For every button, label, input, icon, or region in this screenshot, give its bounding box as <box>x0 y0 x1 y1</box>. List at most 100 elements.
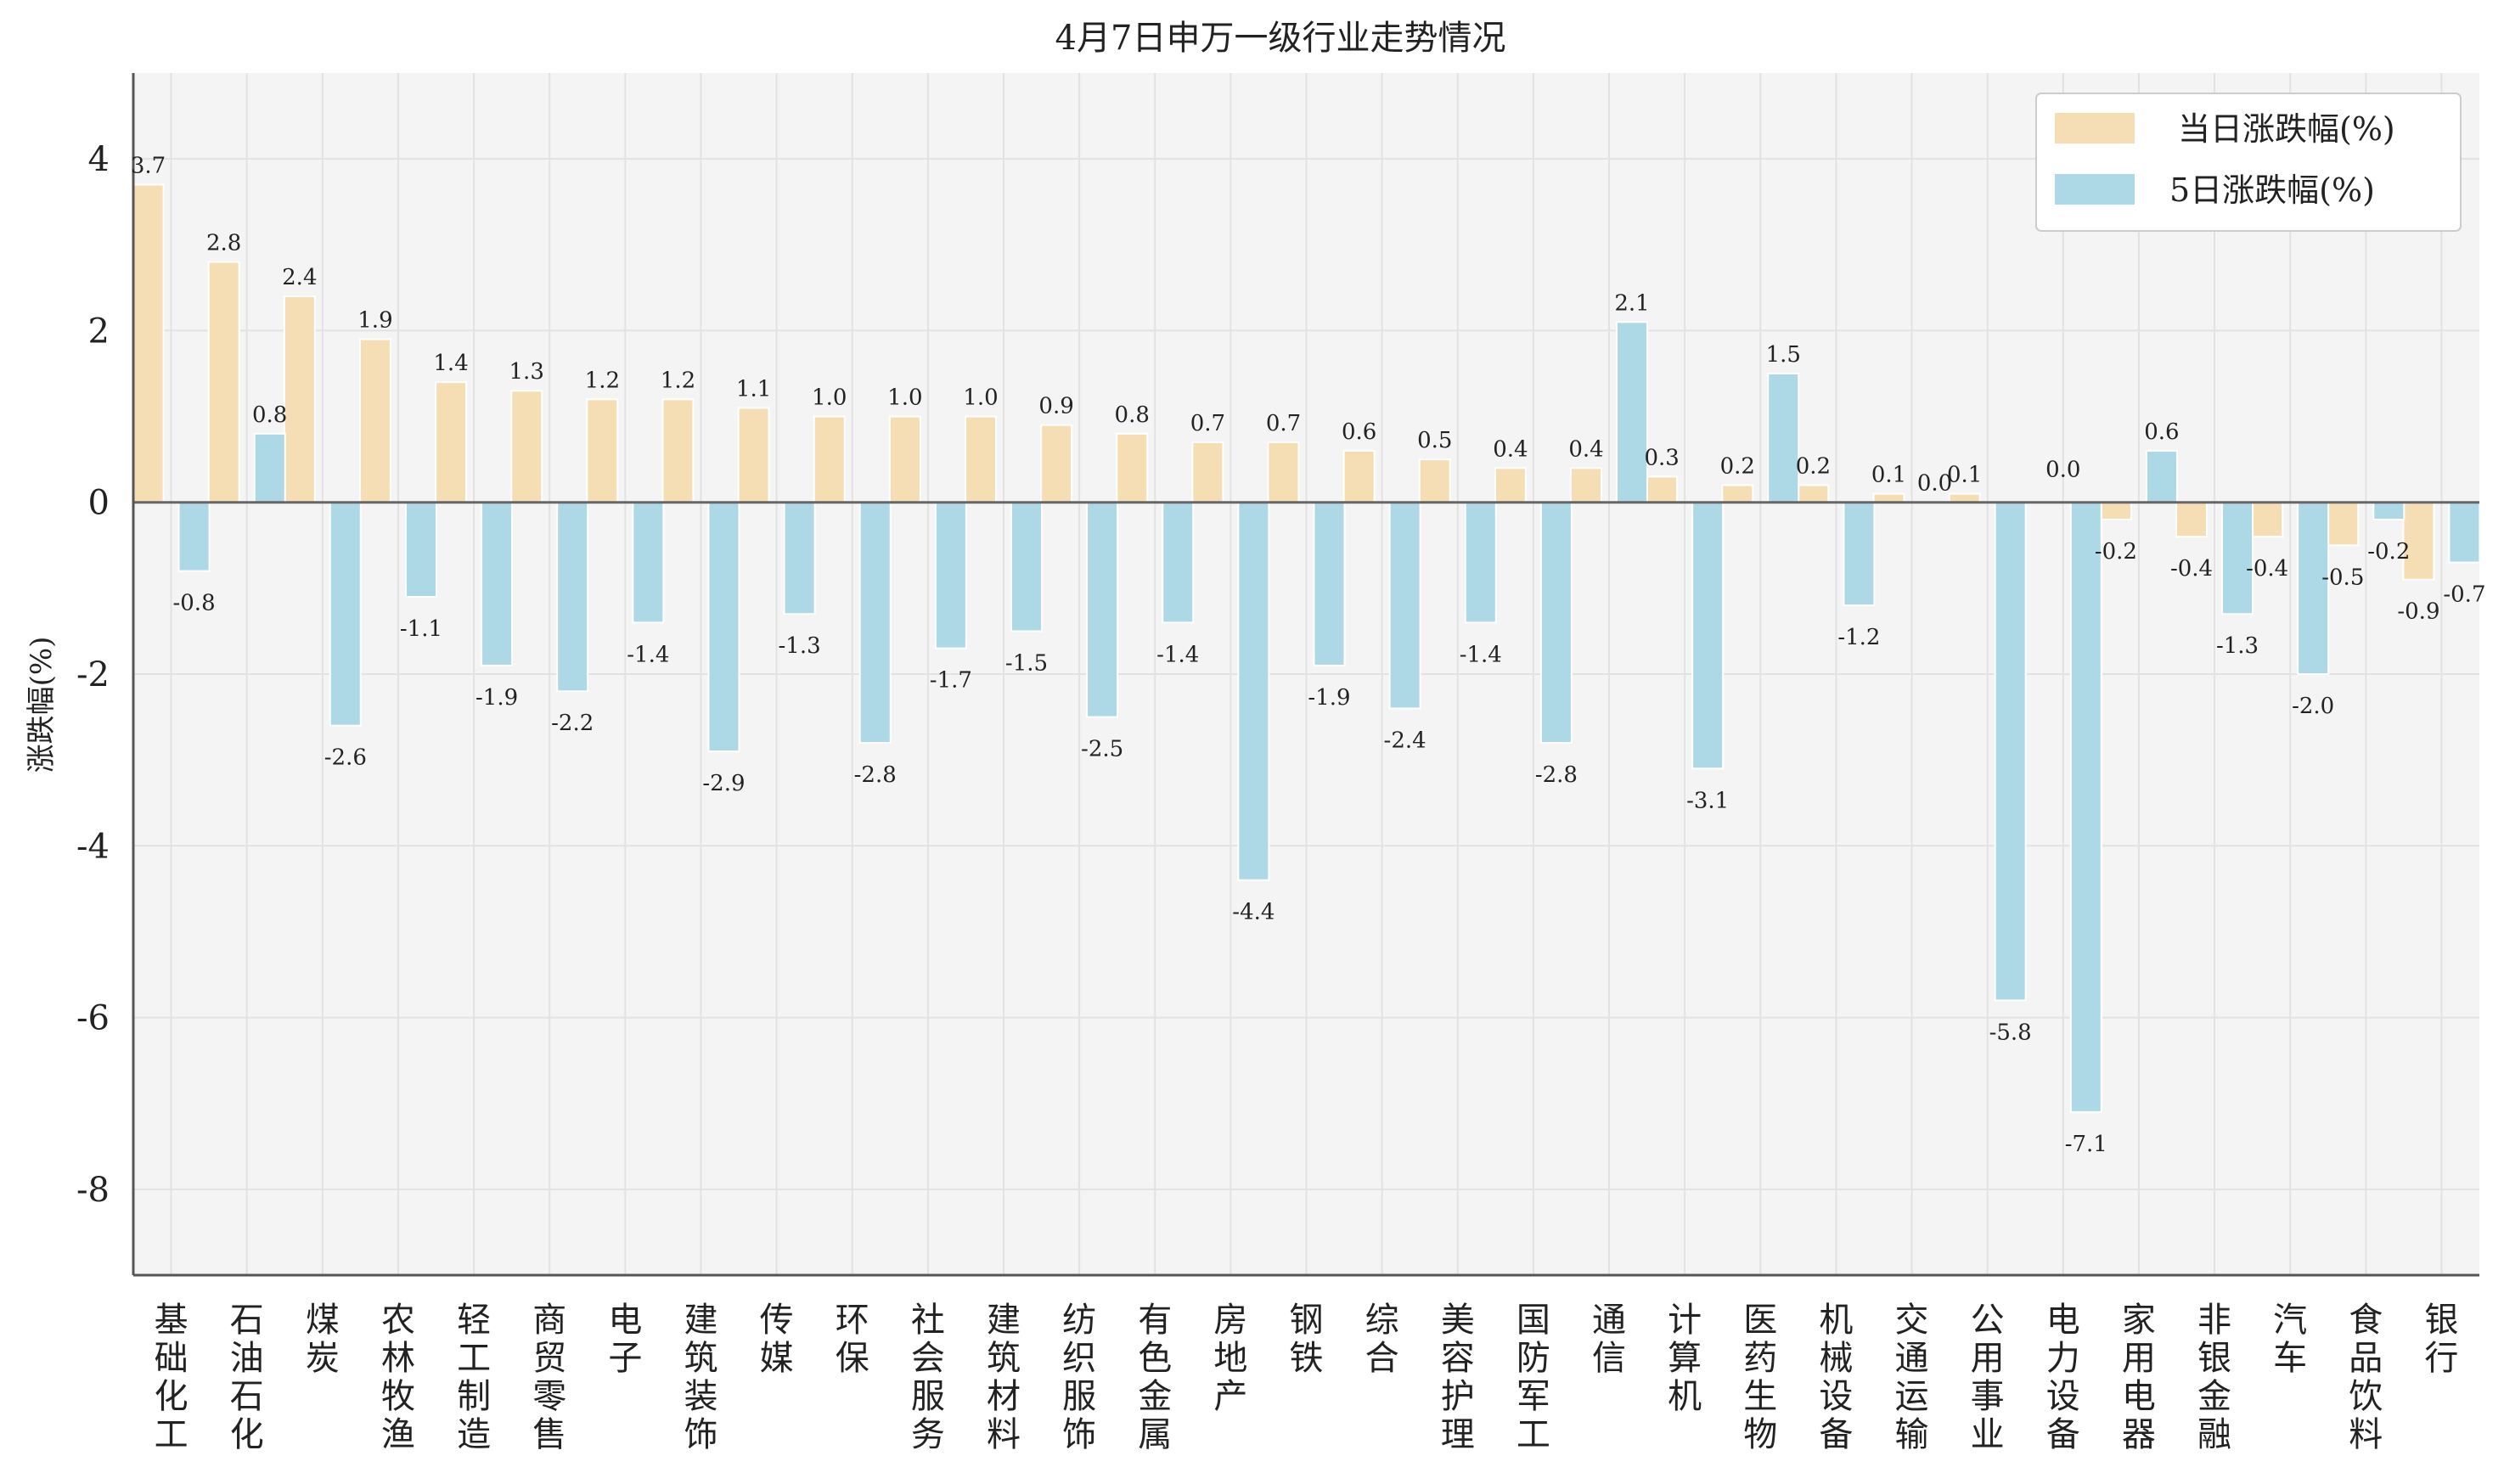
data-label: 2.8 <box>206 231 241 256</box>
x-tick-label: 交通运输 <box>1895 1301 1929 1454</box>
data-label: -1.4 <box>1460 642 1502 667</box>
bar-5day <box>1616 321 1649 503</box>
y-tick-label: -4 <box>76 827 110 866</box>
bar-5day <box>1464 501 1497 624</box>
data-label: -0.4 <box>2170 556 2213 582</box>
data-label: 0.1 <box>1947 463 1982 488</box>
legend-box <box>2035 93 2462 232</box>
data-label: 0.2 <box>1720 453 1755 479</box>
x-tick-label: 电力设备 <box>2046 1301 2080 1454</box>
legend: 当日涨跌幅(%) 5日涨跌幅(%) <box>2035 93 2462 232</box>
data-label: -0.9 <box>2397 599 2439 625</box>
x-tick-label: 国防军工 <box>1516 1301 1550 1454</box>
legend-label-daily: 当日涨跌幅(%) <box>2178 110 2395 148</box>
data-label: -3.1 <box>1686 788 1729 813</box>
bar-5day <box>632 501 665 624</box>
bar-daily <box>1116 432 1149 503</box>
bar-5day <box>481 501 514 666</box>
x-tick-label: 通信 <box>1592 1301 1626 1378</box>
data-label: 1.1 <box>736 376 771 402</box>
x-tick-label: 建筑装饰 <box>684 1301 717 1454</box>
data-label: -0.5 <box>2321 565 2364 590</box>
x-tick-label: 石油石化 <box>230 1301 264 1454</box>
y-axis-label: 涨跌幅(%) <box>25 637 59 773</box>
y-tick-label: 0 <box>88 484 110 523</box>
bar-daily <box>813 415 846 503</box>
x-tick-label: 美容护理 <box>1441 1301 1475 1454</box>
data-label: 1.2 <box>585 368 620 393</box>
bar-5day <box>2069 501 2102 1113</box>
x-tick-label: 纺织服饰 <box>1062 1301 1096 1454</box>
data-label: -1.2 <box>1837 625 1880 650</box>
bar-daily <box>586 398 619 503</box>
bar-daily <box>1721 484 1754 503</box>
x-tick-label: 有色金属 <box>1138 1301 1172 1454</box>
data-label: 0.7 <box>1266 411 1301 436</box>
bar-5day <box>783 501 816 616</box>
bar-daily <box>1040 424 1073 503</box>
data-label: 1.0 <box>963 385 998 411</box>
data-label: 1.9 <box>357 308 392 334</box>
bar-daily <box>1948 492 1981 503</box>
data-label: -2.6 <box>324 745 367 771</box>
bar-daily <box>1646 475 1679 503</box>
bar-daily <box>1191 441 1224 503</box>
x-tick-label: 综合 <box>1365 1301 1399 1378</box>
chart-title: 4月7日申万一级行业走势情况 <box>1055 19 1506 58</box>
data-label: 1.0 <box>887 385 922 411</box>
data-label: 0.1 <box>1871 463 1906 488</box>
bar-daily <box>888 415 921 503</box>
legend-label-5day: 5日涨跌幅(%) <box>2169 171 2375 209</box>
data-label: 1.3 <box>509 359 544 385</box>
x-tick-label: 环保 <box>836 1301 869 1378</box>
bar-5day <box>2372 501 2406 520</box>
bar-5day <box>707 501 740 753</box>
x-tick-label: 电子 <box>608 1301 642 1378</box>
bar-5day <box>2297 501 2330 676</box>
data-label: -0.7 <box>2443 582 2485 608</box>
bar-daily <box>358 338 391 503</box>
data-label: -1.1 <box>400 616 442 642</box>
data-label: -2.8 <box>854 762 897 788</box>
bar-5day <box>1994 501 2027 1002</box>
bar-daily <box>2175 501 2209 538</box>
bar-5day <box>1086 501 1119 718</box>
data-label: 0.0 <box>1917 471 1952 497</box>
data-label: 0.2 <box>1796 453 1831 479</box>
legend-swatch-5day <box>2055 174 2135 205</box>
data-label: 1.0 <box>812 385 847 411</box>
data-label: -5.8 <box>1989 1020 2032 1045</box>
data-label: 0.4 <box>1568 436 1603 462</box>
data-label: 0.6 <box>2144 419 2179 445</box>
bar-daily <box>1872 492 1905 503</box>
bar-5day <box>1313 501 1346 666</box>
x-tick-label: 建筑材料 <box>987 1301 1021 1454</box>
data-label: -2.9 <box>702 771 745 796</box>
data-label: -0.8 <box>172 591 215 616</box>
x-tick-label: 非银金融 <box>2197 1301 2231 1454</box>
tick-labels: 4 2 0 -2 -4 -6 -8 基础化工 石油石化 煤炭 农林牧渔 轻工制造 商贸零售 电子 建筑装饰 传… <box>76 140 2458 1454</box>
x-tick-label: 商贸零售 <box>532 1301 566 1454</box>
x-tick-label: 机械设备 <box>1819 1301 1853 1454</box>
x-tick-label: 公用事业 <box>1971 1301 2005 1454</box>
bar-daily <box>1342 450 1376 503</box>
data-label: 0.7 <box>1190 411 1225 436</box>
bar-5day <box>2145 450 2178 503</box>
x-tick-label: 家用电器 <box>2122 1301 2156 1454</box>
gridlines <box>133 73 2479 1275</box>
x-tick-label: 传媒 <box>760 1301 794 1378</box>
x-tick-label: 食品饮料 <box>2349 1301 2383 1454</box>
data-label: -1.3 <box>2216 633 2259 659</box>
data-label: 0.6 <box>1342 419 1376 445</box>
bar-daily <box>737 407 770 503</box>
data-label: -2.5 <box>1081 737 1123 762</box>
bar-5day <box>1767 373 1800 503</box>
x-tick-label: 社会服务 <box>911 1301 945 1454</box>
bar-daily <box>2402 501 2435 581</box>
data-label: 0.3 <box>1644 445 1679 470</box>
x-tick-label: 房地产 <box>1213 1301 1247 1416</box>
bar-5day <box>1691 501 1725 770</box>
bar-daily <box>661 398 695 503</box>
bar-5day <box>858 501 892 744</box>
